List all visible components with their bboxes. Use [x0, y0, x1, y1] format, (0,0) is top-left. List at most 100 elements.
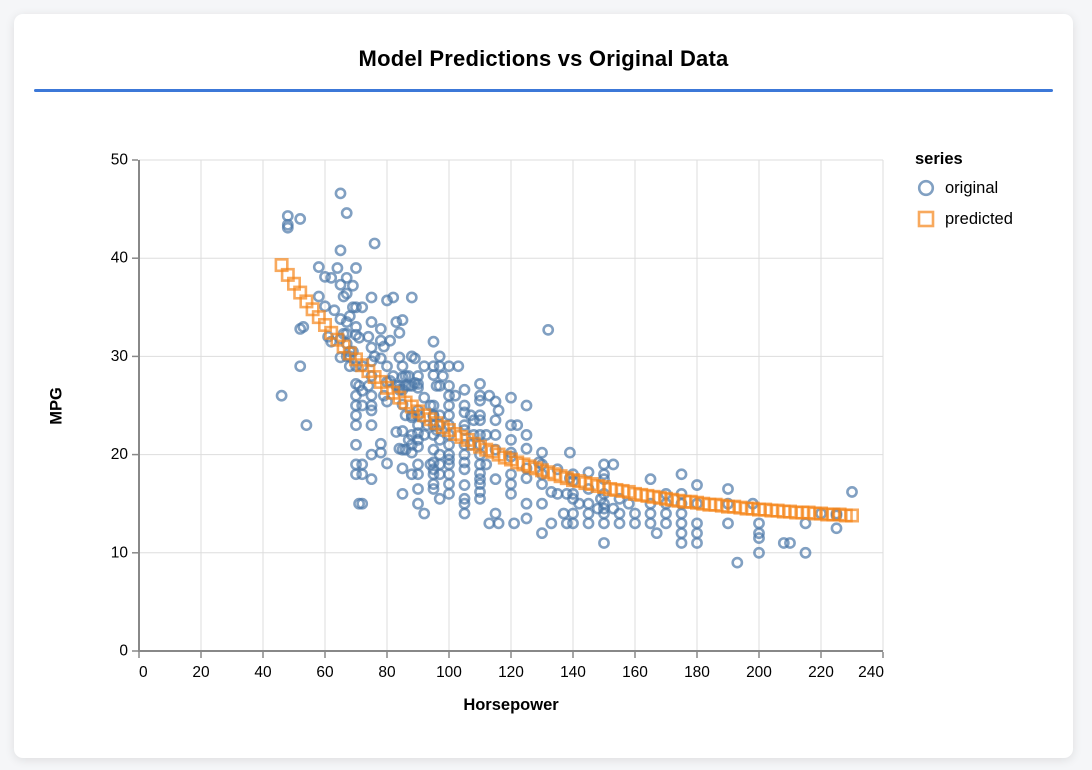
original-point	[365, 389, 378, 402]
original-point	[443, 487, 455, 500]
legend-item-original[interactable]: original	[915, 177, 1013, 199]
original-point	[436, 370, 449, 382]
original-point	[582, 517, 595, 530]
original-point	[433, 360, 446, 373]
y-tick-label: 40	[111, 250, 129, 267]
original-point	[458, 456, 471, 469]
original-point	[319, 270, 331, 283]
original-point	[412, 427, 424, 439]
original-point	[350, 419, 362, 432]
original-point	[365, 291, 378, 304]
original-point	[753, 527, 765, 540]
original-point	[474, 377, 486, 390]
original-point	[753, 532, 765, 544]
original-point	[381, 457, 393, 470]
original-point	[505, 391, 517, 404]
y-tick-label: 0	[119, 643, 128, 660]
original-point	[564, 446, 576, 459]
original-point	[427, 478, 440, 490]
original-point	[598, 468, 610, 481]
original-point	[799, 546, 812, 559]
original-point	[675, 507, 688, 520]
original-point	[365, 399, 378, 412]
original-point	[340, 316, 353, 328]
original-point	[334, 187, 347, 200]
original-point	[412, 370, 424, 382]
original-point	[350, 321, 362, 333]
original-point	[753, 546, 765, 559]
original-point	[784, 537, 796, 549]
original-point	[520, 472, 533, 485]
original-point	[418, 391, 431, 404]
original-point	[294, 360, 307, 373]
original-point	[281, 218, 294, 231]
original-point	[418, 360, 431, 373]
legend-title: series	[915, 150, 963, 168]
original-point	[312, 261, 325, 273]
x-tick-label: 0	[139, 664, 148, 681]
original-point	[427, 335, 440, 348]
original-point	[443, 453, 455, 466]
original-point	[412, 458, 424, 471]
original-point	[427, 483, 440, 495]
original-point	[312, 290, 325, 303]
original-point	[722, 517, 734, 530]
original-point	[598, 537, 610, 549]
predicted-point	[844, 508, 859, 523]
original-point	[598, 458, 610, 471]
original-point	[458, 492, 471, 505]
x-tick-label: 200	[746, 664, 772, 681]
original-point	[390, 316, 403, 328]
x-tick-label: 140	[560, 664, 586, 681]
original-point	[365, 316, 378, 328]
original-point	[433, 433, 446, 446]
original-point	[368, 350, 381, 363]
original-point	[474, 473, 486, 486]
original-point	[331, 262, 344, 274]
original-point	[483, 389, 496, 402]
original-point	[483, 517, 496, 530]
original-point	[505, 419, 517, 432]
original-point	[362, 330, 375, 343]
original-point	[731, 556, 744, 569]
original-point	[722, 483, 734, 495]
original-point	[377, 340, 390, 353]
original-point	[433, 492, 446, 505]
original-point	[328, 304, 341, 317]
original-point	[412, 381, 424, 394]
x-tick-label: 180	[684, 664, 710, 681]
legend-item-predicted[interactable]: predicted	[915, 208, 1013, 230]
original-point	[505, 433, 517, 446]
original-point	[405, 291, 418, 304]
original-point	[350, 262, 362, 274]
original-point	[675, 468, 688, 481]
original-point	[381, 360, 393, 373]
original-point	[374, 323, 387, 335]
original-point	[374, 446, 387, 459]
original-point	[412, 377, 424, 390]
original-point	[474, 414, 486, 427]
original-point	[505, 487, 517, 500]
original-point	[381, 294, 393, 307]
chart-title: Model Predictions vs Original Data	[358, 46, 729, 71]
original-point	[390, 426, 403, 438]
original-point	[607, 458, 620, 471]
original-point	[325, 271, 338, 284]
original-point	[675, 517, 688, 530]
original-point	[340, 207, 353, 219]
original-point	[489, 414, 502, 427]
original-point	[387, 291, 400, 304]
original-point	[405, 446, 418, 459]
y-tick-label: 10	[111, 544, 129, 561]
original-point	[365, 419, 378, 432]
original-point	[520, 497, 533, 510]
original-point	[356, 458, 369, 471]
original-point	[480, 458, 493, 471]
original-point	[644, 473, 657, 486]
original-point	[396, 314, 409, 326]
original-point	[408, 352, 421, 365]
original-point	[846, 486, 858, 498]
original-point	[275, 389, 288, 402]
original-point	[458, 383, 471, 396]
